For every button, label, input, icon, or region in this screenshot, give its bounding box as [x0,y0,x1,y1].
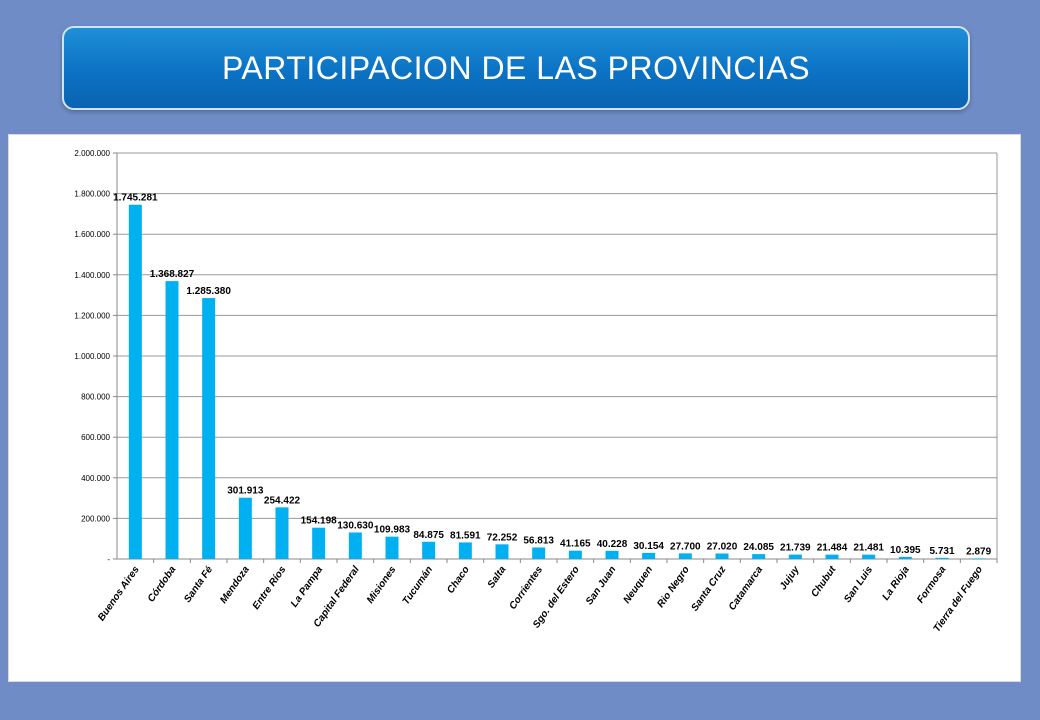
bar [752,554,766,559]
data-label: 109.983 [374,525,411,536]
bar [238,497,252,559]
x-tick-label: Misiones [365,564,399,606]
bar [898,556,912,559]
y-tick-label: 400.000 [81,474,110,483]
y-tick-label: 1.600.000 [74,230,110,239]
bar [348,532,362,559]
x-tick-label: Santa Cruz [689,564,728,613]
bar [605,550,619,559]
x-tick-label: San Luis [842,564,875,605]
bar [128,204,142,559]
data-label: 41.165 [560,539,591,550]
bar [825,554,839,559]
data-label: 130.630 [337,520,374,531]
x-tick-label: La Pampa [289,564,325,609]
bar-chart: - 200.000 400.000 600.000 800.000 1.000.000 1.… [74,149,998,634]
y-tick-label: 1.200.000 [74,311,110,320]
data-label: 254.422 [264,495,301,506]
y-tick-label: 200.000 [81,514,110,523]
x-tick-label: Catamarca [727,564,766,613]
data-label: 21.739 [780,543,811,554]
data-label: 1.285.380 [186,286,231,297]
page-title: PARTICIPACION DE LAS PROVINCIAS [221,49,811,86]
bar [862,554,876,559]
x-tick-label: Neuquen [622,564,656,605]
data-label: 27.020 [707,542,738,553]
data-label: 27.700 [670,541,701,552]
bar [202,298,216,559]
bar [788,554,802,559]
x-tick-label: Chaco [445,564,472,595]
data-label: 1.745.281 [113,193,158,204]
x-tick-label: Rio Negro [655,564,691,609]
y-tick-label: 1.400.000 [74,271,110,280]
data-label: 24.085 [743,542,774,553]
bar [312,527,326,559]
x-tick-label: La Rioja [880,564,912,603]
bar [458,542,472,559]
bar [495,544,509,559]
bar [972,558,986,560]
chart-panel: - 200.000 400.000 600.000 800.000 1.000.000 1.… [8,134,1021,682]
data-label: 301.913 [227,486,264,497]
bar [715,553,729,559]
x-tick-label: Salta [486,564,509,590]
y-tick-label: 800.000 [81,393,110,402]
data-label: 1.368.827 [150,269,195,280]
bar [568,550,582,559]
data-label: 84.875 [413,530,444,541]
x-tick-label: Corrientes [507,564,545,612]
bar [422,541,436,559]
bar [935,557,949,559]
bar [532,547,546,559]
x-tick-label: Formosa [915,564,948,605]
data-label: 40.228 [597,539,628,550]
x-tick-label: Mendoza [218,564,252,606]
bar [165,281,179,559]
data-label: 21.484 [817,543,848,554]
data-label: 30.154 [633,541,664,552]
x-tick-label: Entre Ríos [251,564,289,612]
title-banner: PARTICIPACION DE LAS PROVINCIAS [62,26,970,110]
x-tick-label: Tucumán [401,564,435,607]
bar [385,536,399,559]
y-tick-label: 600.000 [81,433,110,442]
data-label: 21.481 [853,543,884,554]
y-tick-label: - [107,555,110,564]
data-label: 2.879 [966,546,991,557]
x-tick-label: Santa Fé [182,564,215,605]
x-tick-label: San Juan [584,564,619,607]
bar [275,507,289,559]
data-label: 72.252 [487,532,518,543]
x-tick-label: Córdoba [146,564,179,604]
data-label: 81.591 [450,530,481,541]
y-tick-label: 2.000.000 [74,149,110,158]
y-tick-label: 1.000.000 [74,352,110,361]
data-label: 56.813 [523,535,554,546]
x-tick-label: Chubut [809,564,838,600]
x-tick-label: Jujuy [778,564,802,592]
y-tick-label: 1.800.000 [74,190,110,199]
data-label: 5.731 [929,546,954,557]
data-label: 154.198 [301,516,338,527]
data-label: 10.395 [890,545,921,556]
bar [642,552,656,559]
bar [678,553,692,559]
x-tick-label: Buenos Aires [96,564,142,623]
